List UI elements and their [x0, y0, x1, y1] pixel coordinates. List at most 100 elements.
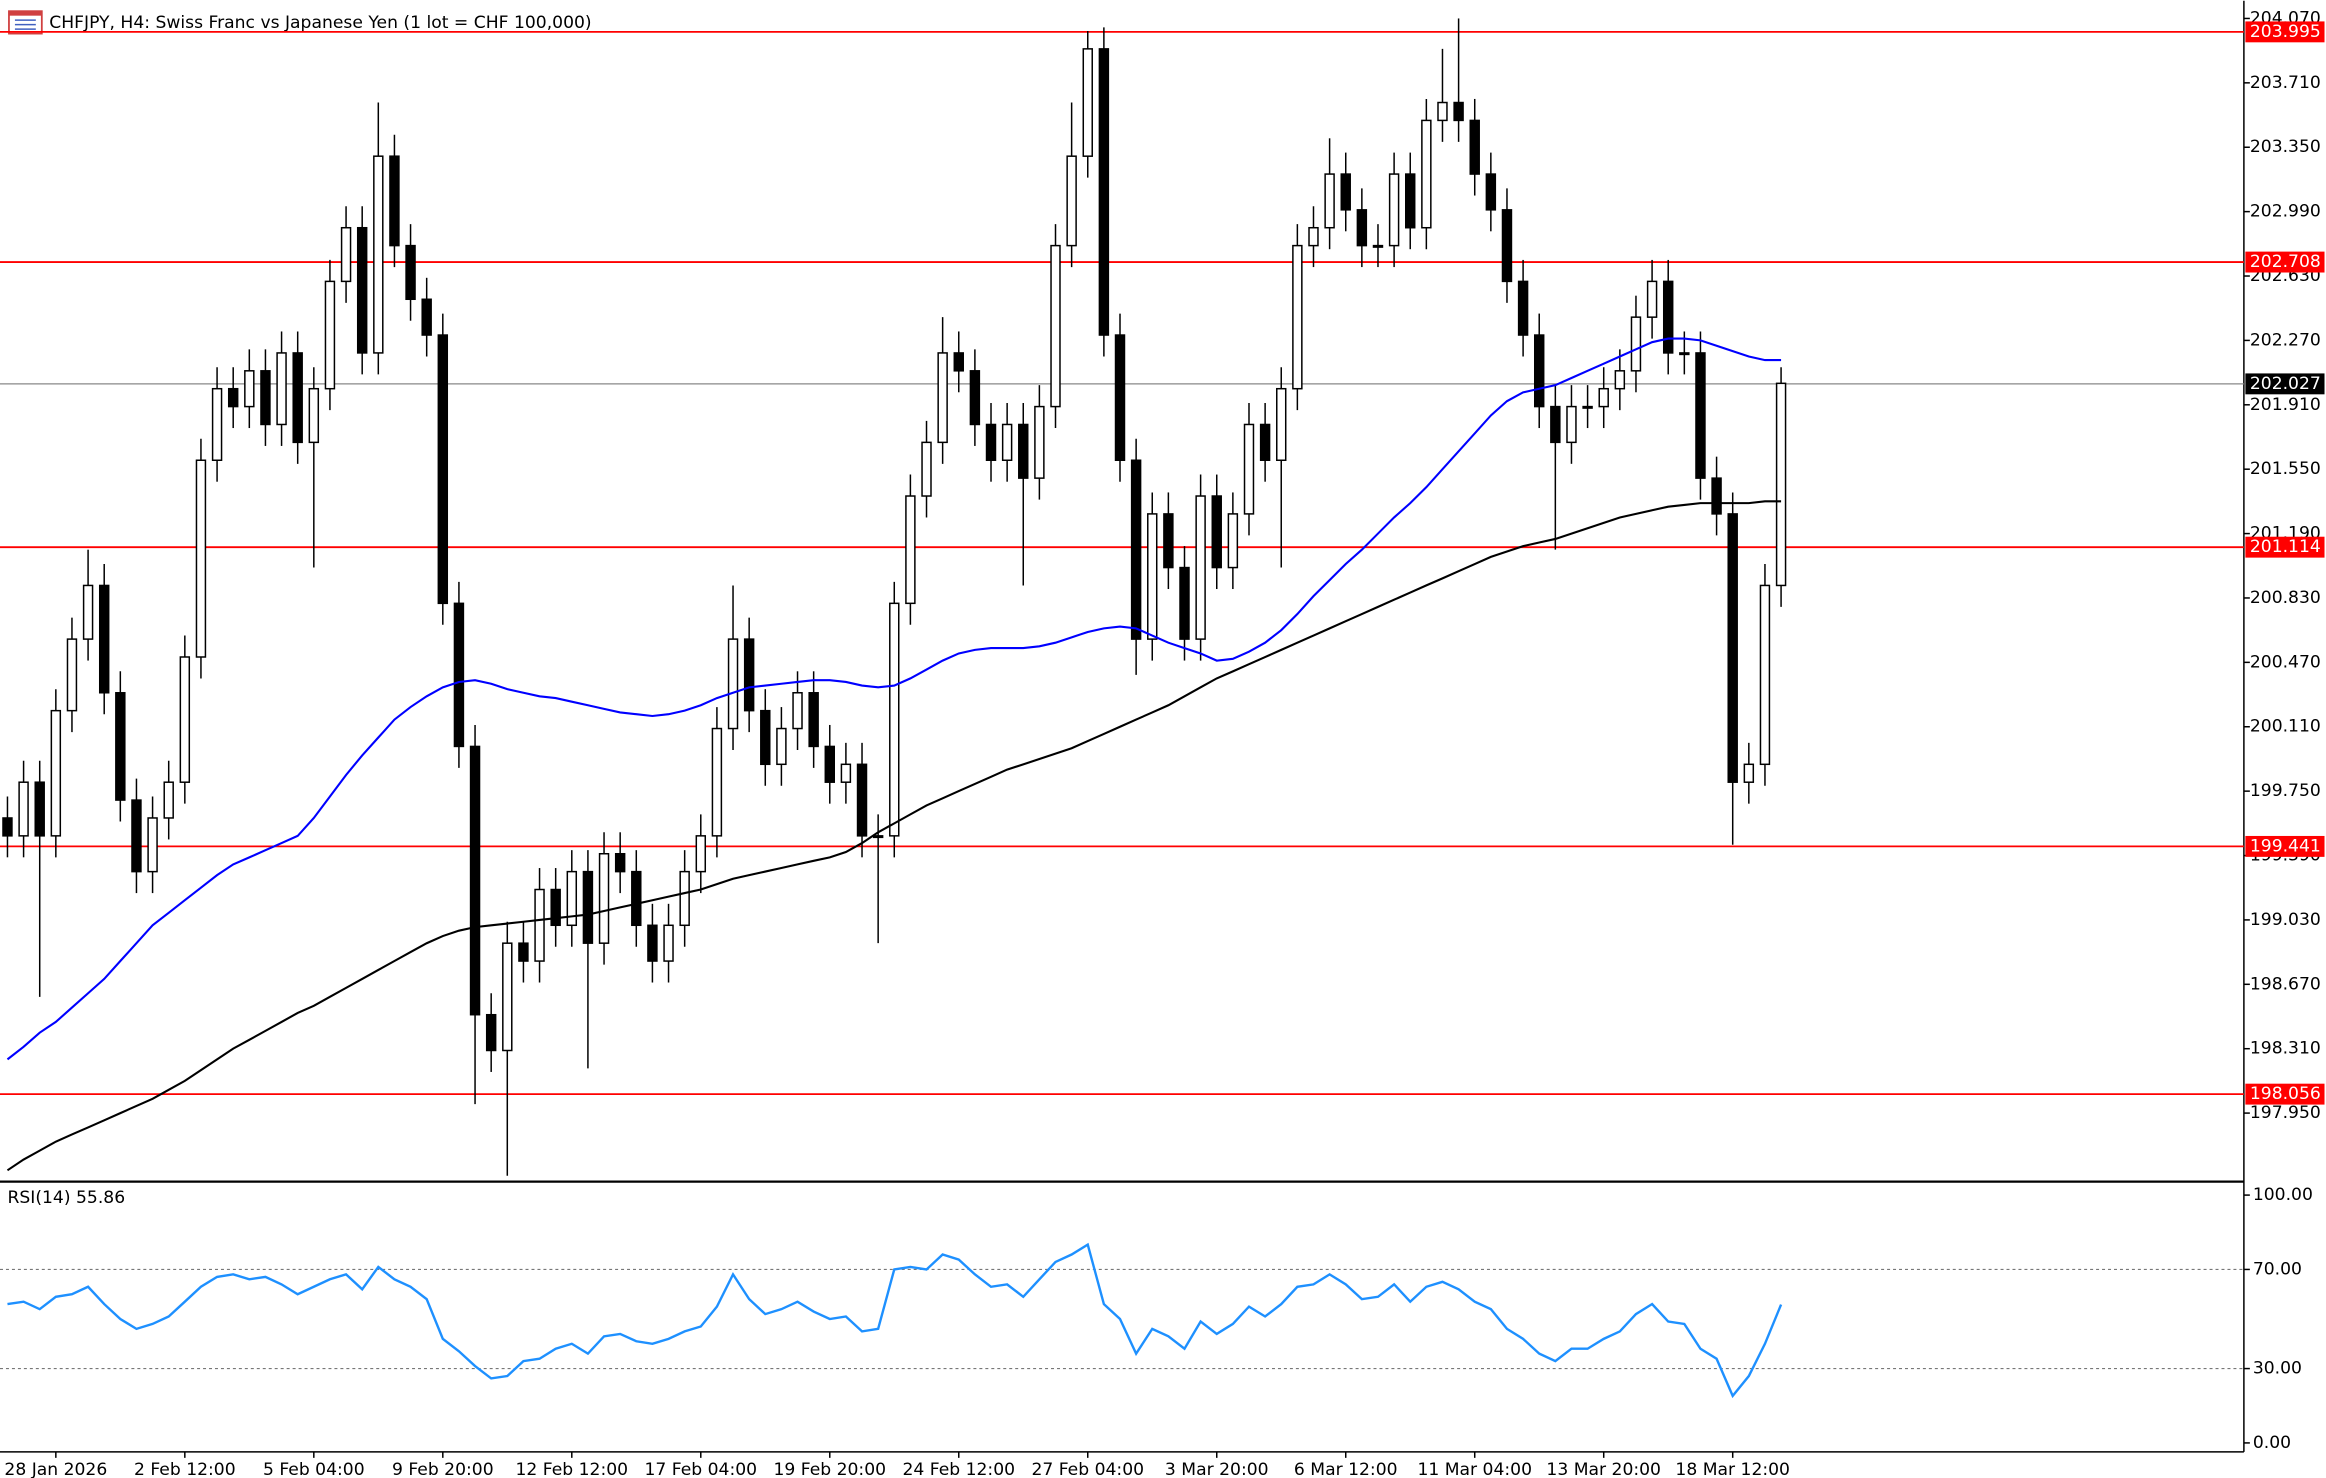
rsi-y-tick-label: 30.00 — [2253, 1359, 2302, 1379]
level-label-box — [2245, 251, 2325, 273]
candle-body — [905, 495, 916, 605]
x-tick-label: 6 Mar 12:00 — [1294, 1460, 1398, 1478]
candle-body — [760, 709, 771, 766]
candle-body — [647, 924, 658, 962]
y-tick-label: 203.710 — [2250, 73, 2321, 93]
last-price-box — [2245, 373, 2325, 395]
y-tick-label: 202.270 — [2250, 330, 2321, 350]
last-price-label: 202.027 — [2250, 374, 2321, 394]
candle-body — [1614, 370, 1626, 390]
candle-body — [1582, 405, 1593, 409]
candle-body — [276, 352, 287, 426]
candle-body — [743, 638, 755, 712]
x-tick-label: 3 Mar 20:00 — [1165, 1460, 1269, 1478]
candle-body — [356, 226, 368, 354]
candle-body — [1517, 280, 1529, 336]
y-tick-label: 200.110 — [2250, 717, 2321, 737]
rsi-y-tick-label: 0.00 — [2253, 1433, 2291, 1453]
candle-body — [1469, 119, 1480, 175]
candle-body — [421, 298, 432, 336]
x-tick-label: 5 Feb 04:00 — [263, 1460, 365, 1478]
candle-body — [50, 709, 62, 837]
y-tick-label: 201.910 — [2250, 395, 2321, 415]
candle-body — [953, 352, 964, 372]
rsi-label: RSI(14) 55.86 — [7, 1188, 125, 1208]
candle-body — [679, 870, 690, 927]
level-label: 198.056 — [2250, 1084, 2321, 1104]
candle-body — [969, 370, 981, 426]
candle-body — [1276, 387, 1287, 461]
candle-body — [550, 888, 561, 927]
y-tick-label: 201.550 — [2250, 459, 2321, 479]
candle-body — [921, 441, 932, 497]
candle-body — [1743, 763, 1755, 783]
candle-body — [2, 817, 13, 837]
candle-body — [985, 423, 997, 461]
candle-body — [1437, 101, 1448, 122]
candle-body — [195, 459, 207, 658]
candle-body — [405, 244, 416, 301]
y-tick-label: 199.750 — [2250, 781, 2321, 801]
level-label-box — [2245, 1083, 2325, 1105]
candle-body — [1227, 513, 1239, 569]
level-label-box — [2245, 536, 2325, 558]
level-label: 201.114 — [2250, 537, 2321, 557]
candle-body — [1727, 513, 1738, 783]
x-tick-label: 11 Mar 04:00 — [1417, 1460, 1532, 1478]
candle-body — [1759, 584, 1771, 766]
candle-body — [1001, 423, 1013, 461]
candle-body — [1421, 119, 1432, 229]
candle-body — [1405, 173, 1416, 229]
candle-body — [1034, 405, 1045, 479]
y-tick-label: 200.830 — [2250, 588, 2321, 608]
candle-body — [727, 638, 739, 730]
candle-body — [1598, 387, 1609, 408]
chart-title: CHFJPY, H4: Swiss Franc vs Japanese Yen … — [49, 13, 591, 33]
y-tick-label: 202.990 — [2250, 202, 2321, 222]
candle-body — [937, 352, 948, 444]
candle-body — [1388, 173, 1400, 247]
candle-body — [1082, 48, 1093, 157]
candle-body — [115, 692, 126, 801]
candle-body — [179, 656, 191, 783]
candle-body — [1485, 173, 1497, 211]
x-tick-label: 27 Feb 04:00 — [1031, 1460, 1144, 1478]
candle-body — [614, 852, 626, 873]
candle-body — [1662, 280, 1674, 354]
candle-body — [1630, 316, 1642, 372]
candle-body — [1775, 382, 1787, 587]
x-tick-label: 19 Feb 20:00 — [773, 1460, 886, 1478]
candle-body — [1679, 352, 1690, 356]
level-label: 202.708 — [2250, 252, 2321, 272]
candle-body — [776, 727, 787, 766]
candle-body — [485, 1013, 497, 1052]
candle-body — [889, 602, 900, 837]
candle-body — [211, 387, 223, 461]
candle-body — [1340, 173, 1351, 211]
candle-body — [453, 602, 465, 748]
candle-body — [792, 692, 803, 730]
candle-body — [1147, 513, 1158, 640]
candle-body — [872, 835, 884, 839]
candle-body — [1646, 280, 1658, 318]
candle-body — [1259, 423, 1271, 461]
candle-body — [131, 799, 142, 873]
x-tick-label: 2 Feb 12:00 — [134, 1460, 236, 1478]
candle-body — [1711, 477, 1722, 515]
x-tick-label: 9 Feb 20:00 — [392, 1460, 494, 1478]
candle-body — [1050, 244, 1061, 408]
y-tick-label: 199.030 — [2250, 910, 2321, 930]
candle-body — [373, 155, 384, 354]
candle-body — [1453, 101, 1464, 122]
candle-body — [1163, 513, 1174, 569]
candle-body — [1533, 334, 1545, 408]
candle-body — [340, 226, 352, 283]
candle-body — [631, 870, 642, 927]
candle-body — [469, 745, 481, 1016]
candle-body — [711, 727, 723, 837]
candle-body — [598, 852, 610, 944]
rsi-y-tick-label: 70.00 — [2253, 1259, 2302, 1279]
y-tick-label: 198.670 — [2250, 974, 2321, 994]
